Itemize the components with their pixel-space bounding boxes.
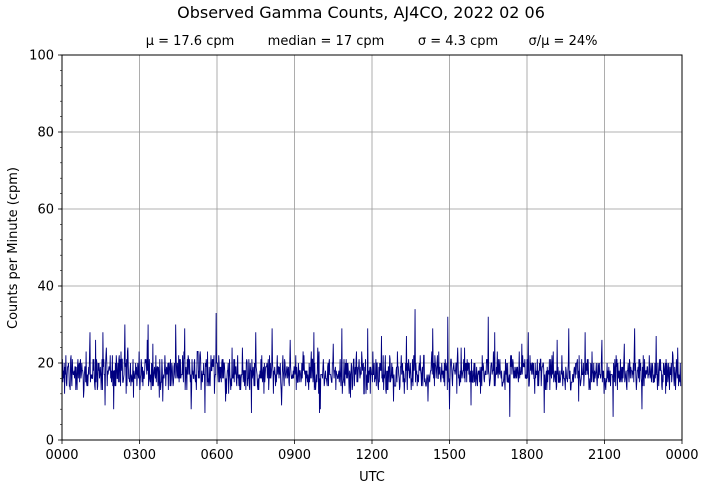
x-tick-label: 0000: [45, 448, 78, 463]
x-axis-title: UTC: [359, 470, 385, 485]
grid: [62, 55, 682, 440]
y-tick-label: 60: [37, 203, 54, 218]
stat-sigma: σ = 4.3 cpm: [418, 34, 498, 49]
y-axis-title: Counts per Minute (cpm): [6, 167, 21, 329]
stat-sigma-over-mean: σ/μ = 24%: [529, 34, 598, 49]
stat-mean: μ = 17.6 cpm: [146, 34, 235, 49]
x-tick-label: 0000: [665, 448, 698, 463]
y-tick-label: 0: [46, 434, 54, 449]
y-tick-label: 40: [37, 280, 54, 295]
y-tick-label: 100: [29, 49, 54, 64]
stat-median: median = 17 cpm: [268, 34, 385, 49]
series-line-gamma-counts: [61, 309, 682, 417]
x-tick-label: 0300: [123, 448, 156, 463]
x-tick-label: 1500: [433, 448, 466, 463]
x-tick-label: 2100: [588, 448, 621, 463]
y-tick-label: 20: [37, 357, 54, 372]
y-tick-label: 80: [37, 126, 54, 141]
x-tick-label: 1200: [355, 448, 388, 463]
x-tick-label: 1800: [510, 448, 543, 463]
chart-title: Observed Gamma Counts, AJ4CO, 2022 02 06: [177, 3, 545, 22]
plot-frame: [61, 54, 683, 441]
axes: 0000 0300 0600 0900 1200 1500 1800 2100 00000204…: [29, 49, 698, 464]
x-tick-label: 0600: [200, 448, 233, 463]
x-tick-label: 0900: [278, 448, 311, 463]
series-layer: [61, 309, 682, 417]
